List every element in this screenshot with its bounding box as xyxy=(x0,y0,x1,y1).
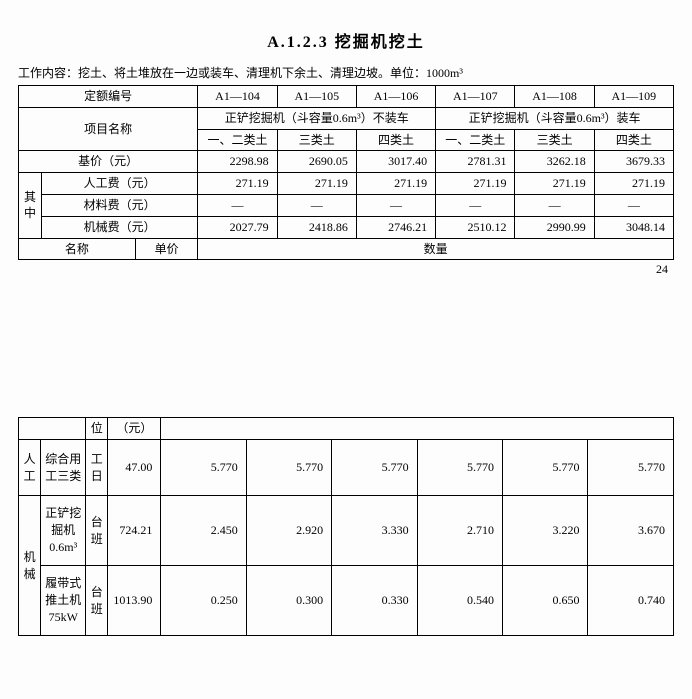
m1-0: 2.450 xyxy=(161,496,246,566)
mch-5: 3048.14 xyxy=(594,216,673,238)
mch-2: 2746.21 xyxy=(356,216,435,238)
bp-0: 2298.98 xyxy=(198,151,277,173)
label-qty: 数量 xyxy=(198,238,674,260)
label-unit: 单价 xyxy=(135,238,198,260)
label-name: 名称 xyxy=(19,238,136,260)
soil-5: 四类土 xyxy=(594,129,673,151)
price-m1: 724.21 xyxy=(108,496,161,566)
mat-4: — xyxy=(515,194,594,216)
lv-5: 5.770 xyxy=(588,440,674,496)
lv-1: 5.770 xyxy=(246,440,331,496)
lower-blank xyxy=(19,418,86,440)
mat-1: — xyxy=(277,194,356,216)
mch-4: 2990.99 xyxy=(515,216,594,238)
bp-5: 3679.33 xyxy=(594,151,673,173)
lab-1: 271.19 xyxy=(277,173,356,195)
code-0: A1—104 xyxy=(198,86,277,108)
lower-hdr-price: （元） xyxy=(108,418,161,440)
lab-2: 271.19 xyxy=(356,173,435,195)
unit-m2: 台班 xyxy=(86,566,108,636)
bp-3: 2781.31 xyxy=(436,151,515,173)
quota-table-lower: 位 （元） 人工 综合用工三类 工日 47.00 5.770 5.770 5.7… xyxy=(18,417,674,636)
group-a: 正铲挖掘机（斗容量0.6m³）不装车 xyxy=(198,107,436,129)
code-5: A1—109 xyxy=(594,86,673,108)
bp-2: 3017.40 xyxy=(356,151,435,173)
mch-0: 2027.79 xyxy=(198,216,277,238)
lab-3: 271.19 xyxy=(436,173,515,195)
code-2: A1—106 xyxy=(356,86,435,108)
m2-3: 0.540 xyxy=(417,566,502,636)
m2-5: 0.740 xyxy=(588,566,674,636)
label-machine: 机械费（元） xyxy=(41,216,197,238)
code-3: A1—107 xyxy=(436,86,515,108)
soil-4: 三类土 xyxy=(515,129,594,151)
m2-4: 0.650 xyxy=(503,566,588,636)
code-4: A1—108 xyxy=(515,86,594,108)
label-base-price: 基价（元） xyxy=(19,151,198,173)
cat-labor: 人工 xyxy=(19,440,41,496)
lab-0: 271.19 xyxy=(198,173,277,195)
mat-2: — xyxy=(356,194,435,216)
m2-0: 0.250 xyxy=(161,566,246,636)
lab-5: 271.19 xyxy=(594,173,673,195)
lower-hdr-blank xyxy=(161,418,674,440)
mat-0: — xyxy=(198,194,277,216)
soil-0: 一、二类土 xyxy=(198,129,277,151)
lower-hdr-unit: 位 xyxy=(86,418,108,440)
price-labor: 47.00 xyxy=(108,440,161,496)
lab-4: 271.19 xyxy=(515,173,594,195)
mat-5: — xyxy=(594,194,673,216)
name-labor: 综合用工三类 xyxy=(41,440,86,496)
page-title: A.1.2.3 挖掘机挖土 xyxy=(18,28,674,52)
lv-0: 5.770 xyxy=(161,440,246,496)
lv-2: 5.770 xyxy=(332,440,417,496)
group-b: 正铲挖掘机（斗容量0.6m³）装车 xyxy=(436,107,674,129)
unit-labor: 工日 xyxy=(86,440,108,496)
quota-table-upper: 定额编号 A1—104 A1—105 A1—106 A1—107 A1—108 … xyxy=(18,85,674,260)
page-number: 24 xyxy=(18,262,674,277)
soil-2: 四类土 xyxy=(356,129,435,151)
mch-1: 2418.86 xyxy=(277,216,356,238)
lv-3: 5.770 xyxy=(417,440,502,496)
soil-3: 一、二类土 xyxy=(436,129,515,151)
work-description: 工作内容：挖土、将土堆放在一边或装车、清理机下余土、清理边坡。单位：1000m³ xyxy=(18,64,674,81)
qizhong-bot: 中 xyxy=(24,206,36,220)
bp-4: 3262.18 xyxy=(515,151,594,173)
name-m1: 正铲挖掘机0.6m³ xyxy=(41,496,86,566)
m1-1: 2.920 xyxy=(246,496,331,566)
qizhong-top: 其 xyxy=(24,190,36,204)
soil-1: 三类土 xyxy=(277,129,356,151)
bp-1: 2690.05 xyxy=(277,151,356,173)
m1-2: 3.330 xyxy=(332,496,417,566)
name-m2: 履带式推土机75kW xyxy=(41,566,86,636)
m1-3: 2.710 xyxy=(417,496,502,566)
label-quota-code: 定额编号 xyxy=(19,86,198,108)
label-material: 材料费（元） xyxy=(41,194,197,216)
label-labor: 人工费（元） xyxy=(41,173,197,195)
m1-4: 3.220 xyxy=(503,496,588,566)
mch-3: 2510.12 xyxy=(436,216,515,238)
m2-1: 0.300 xyxy=(246,566,331,636)
lv-4: 5.770 xyxy=(503,440,588,496)
unit-m1: 台班 xyxy=(86,496,108,566)
cat-machine: 机械 xyxy=(19,496,41,636)
mat-3: — xyxy=(436,194,515,216)
m1-5: 3.670 xyxy=(588,496,674,566)
price-m2: 1013.90 xyxy=(108,566,161,636)
m2-2: 0.330 xyxy=(332,566,417,636)
label-project-name: 项目名称 xyxy=(19,107,198,151)
code-1: A1—105 xyxy=(277,86,356,108)
